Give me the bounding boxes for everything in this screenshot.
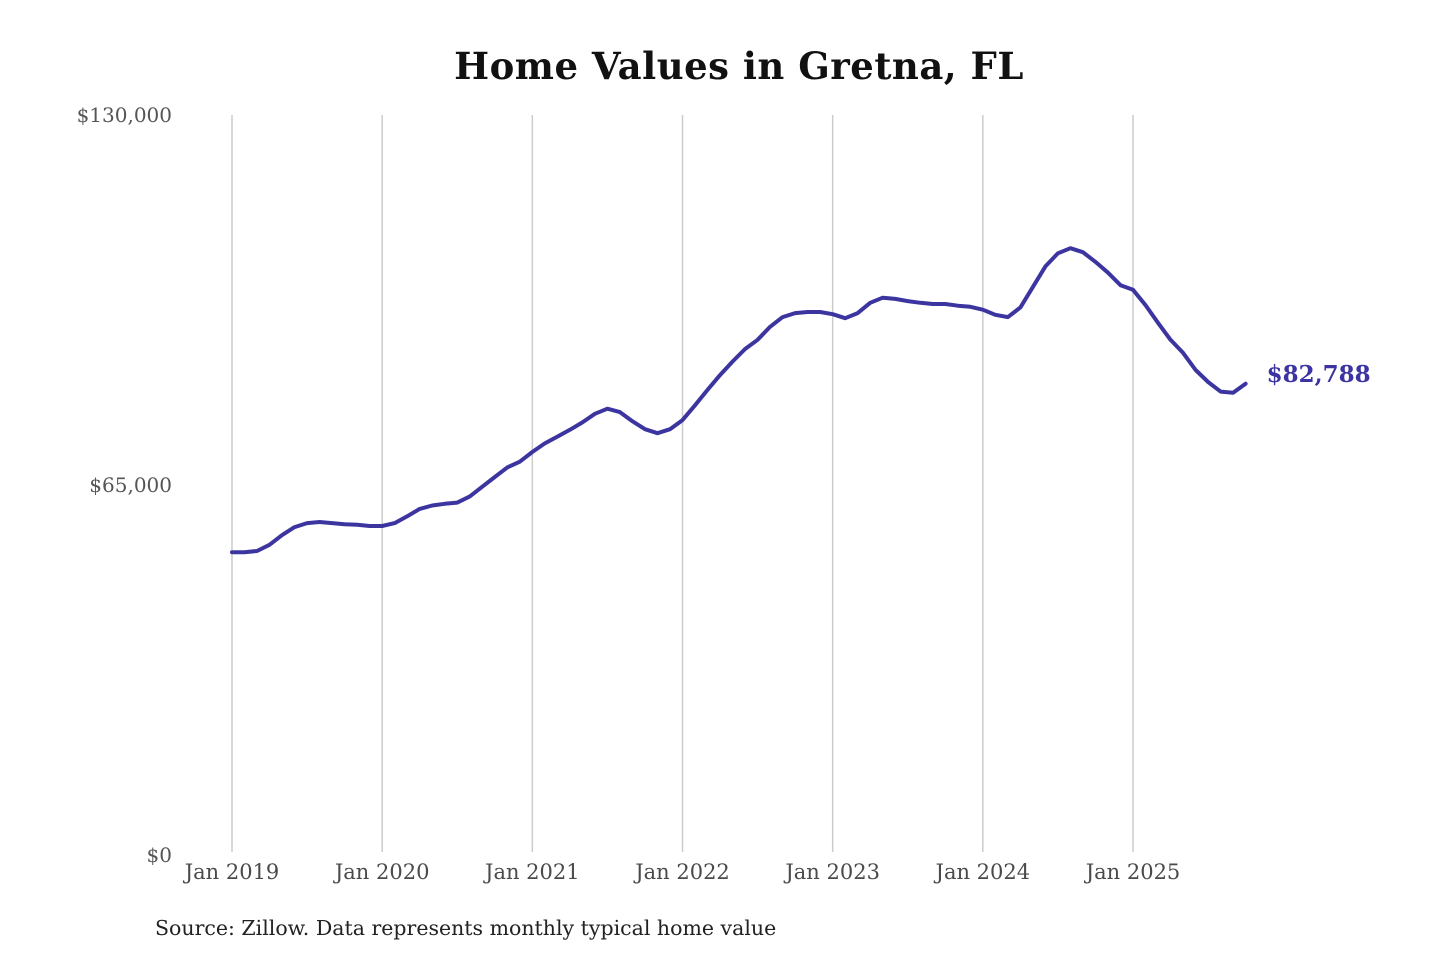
source-note: Source: Zillow. Data represents monthly …	[155, 916, 777, 940]
x-axis-tick-label: Jan 2022	[635, 860, 730, 884]
x-axis-tick-label: Jan 2019	[184, 860, 280, 884]
y-axis-tick-label: $130,000	[76, 103, 172, 127]
x-axis-tick-label: Jan 2021	[485, 860, 580, 884]
x-axis-tick-label: Jan 2020	[334, 860, 430, 884]
chart-title: Home Values in Gretna, FL	[454, 44, 1024, 88]
x-axis-tick-label: Jan 2024	[935, 860, 1031, 884]
y-axis-tick-label: $0	[146, 843, 172, 867]
latest-value-label: $82,788	[1266, 360, 1371, 388]
vertical-gridlines	[231, 115, 1134, 852]
x-axis-tick-label: Jan 2023	[785, 860, 880, 884]
x-axis-tick-label: Jan 2025	[1085, 860, 1181, 884]
home-value-line	[230, 246, 1248, 555]
y-axis-tick-label: $65,000	[89, 473, 172, 497]
